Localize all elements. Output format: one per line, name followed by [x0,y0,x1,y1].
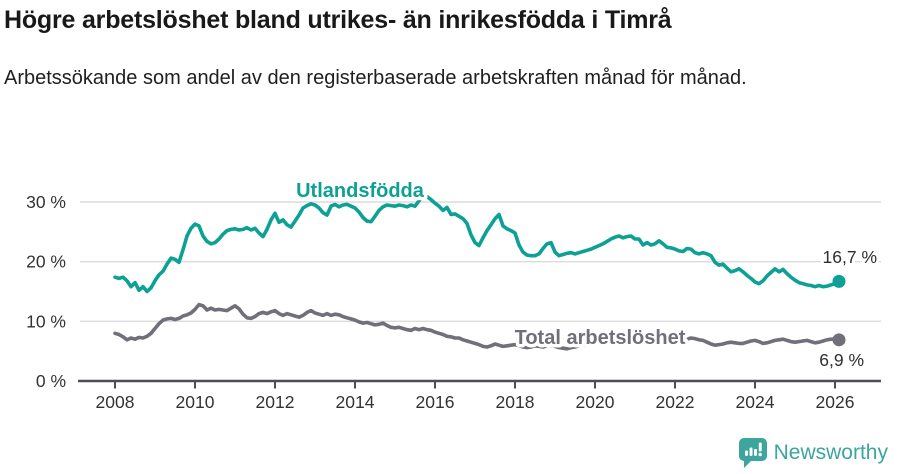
logo-bubble-shape [738,438,767,468]
series-end-dot-1 [832,333,846,347]
x-axis-tick-label-2020: 2020 [576,392,615,412]
end-value-label-0: 16,7 % [823,247,877,267]
x-axis-tick-label-2024: 2024 [736,392,775,412]
series-line-0 [113,194,841,294]
series-label-1: Total arbetslöshet [515,327,686,349]
x-axis-tick-label-2018: 2018 [496,392,535,412]
page-title: Högre arbetslöshet bland utrikes- än inr… [4,6,672,34]
y-axis-tick-label-20: 20 % [26,252,66,272]
logo-bar-1 [744,450,748,456]
logo-exclamation-bar [758,442,762,452]
y-axis-tick-label-30: 30 % [26,192,66,212]
brand-name: Newsworthy [773,441,888,464]
logo-bar-2 [749,447,753,456]
newsworthy-logo-icon [738,438,767,468]
series-label-0: Utlandsfödda [296,180,425,202]
brand-footer: Newsworthy [738,438,888,468]
series-end-dot-0 [832,274,846,288]
chart-subtitle: Arbetssökande som andel av den registerb… [4,67,747,89]
logo-bar-3 [753,449,757,456]
x-axis-tick-label-2022: 2022 [656,392,695,412]
x-axis-tick-label-2012: 2012 [256,392,295,412]
x-axis-tick-label-2010: 2010 [176,392,215,412]
x-axis-tick-label-2026: 2026 [816,392,855,412]
y-axis-tick-label-0: 0 % [36,371,66,391]
x-axis-tick-label-2014: 2014 [336,392,375,412]
y-axis-tick-label-10: 10 % [26,311,66,331]
x-axis-tick-label-2016: 2016 [416,392,455,412]
series-line-1 [113,302,841,351]
end-value-label-1: 6,9 % [819,350,864,370]
x-axis-tick-label-2008: 2008 [96,392,135,412]
logo-exclamation-dot [758,452,762,457]
